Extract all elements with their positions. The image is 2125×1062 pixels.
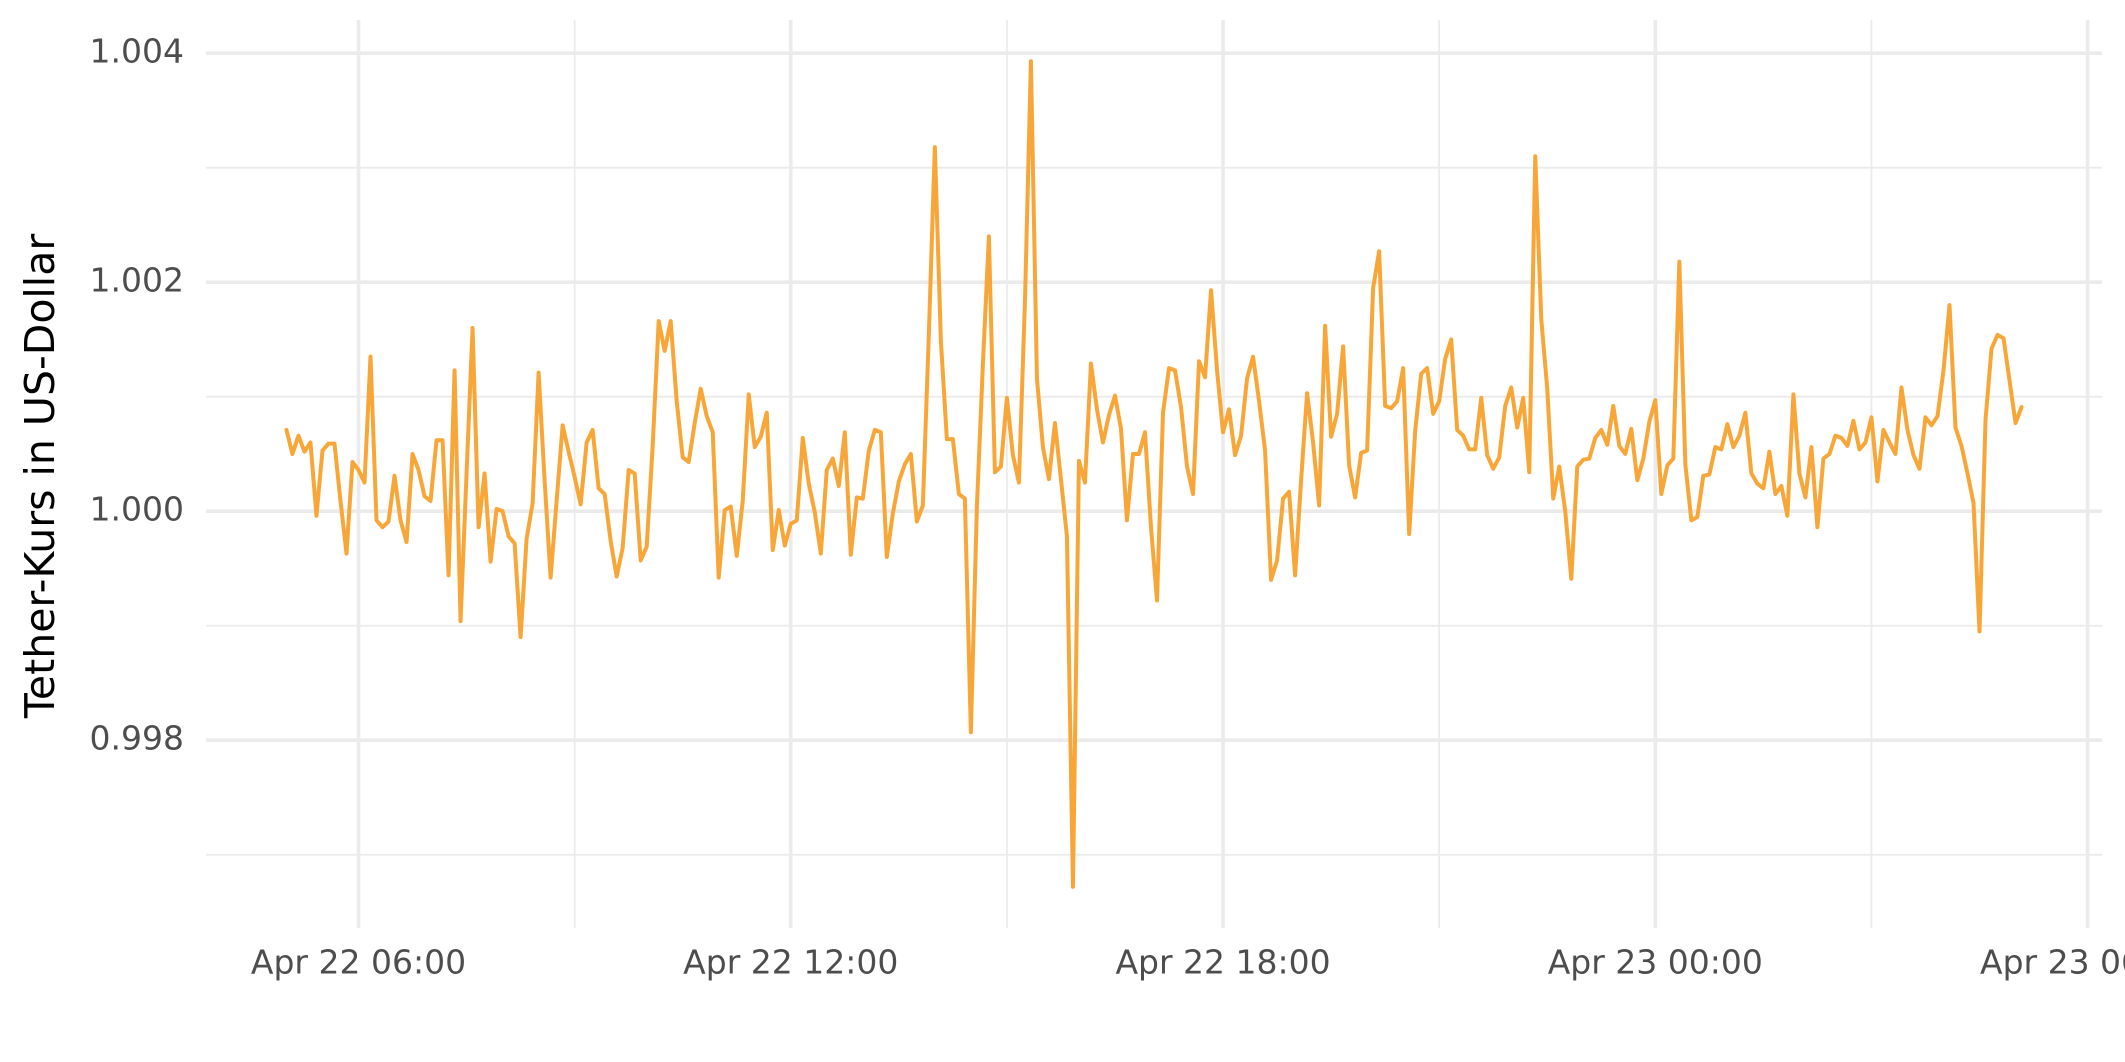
x-tick-label: Apr 23 06:00 <box>1980 943 2125 982</box>
x-tick-label: Apr 22 06:00 <box>251 943 466 982</box>
labels: 0.998 1.000 1.002 1.004 Apr 22 06:00 Apr 22 1… <box>90 32 2125 982</box>
x-tick-label: Apr 23 00:00 <box>1548 943 1763 982</box>
marks <box>284 59 2024 889</box>
y-tick-label: 1.000 <box>90 490 184 529</box>
grid <box>206 20 2102 928</box>
price-line <box>284 59 2024 889</box>
y-axis-title: Tether-Kurs in US-Dollar <box>16 234 64 719</box>
y-tick-label: 1.004 <box>90 32 184 71</box>
y-tick-label: 1.002 <box>90 261 184 300</box>
y-tick-label: 0.998 <box>90 719 184 758</box>
x-tick-label: Apr 22 12:00 <box>683 943 898 982</box>
x-tick-label: Apr 22 18:00 <box>1115 943 1330 982</box>
